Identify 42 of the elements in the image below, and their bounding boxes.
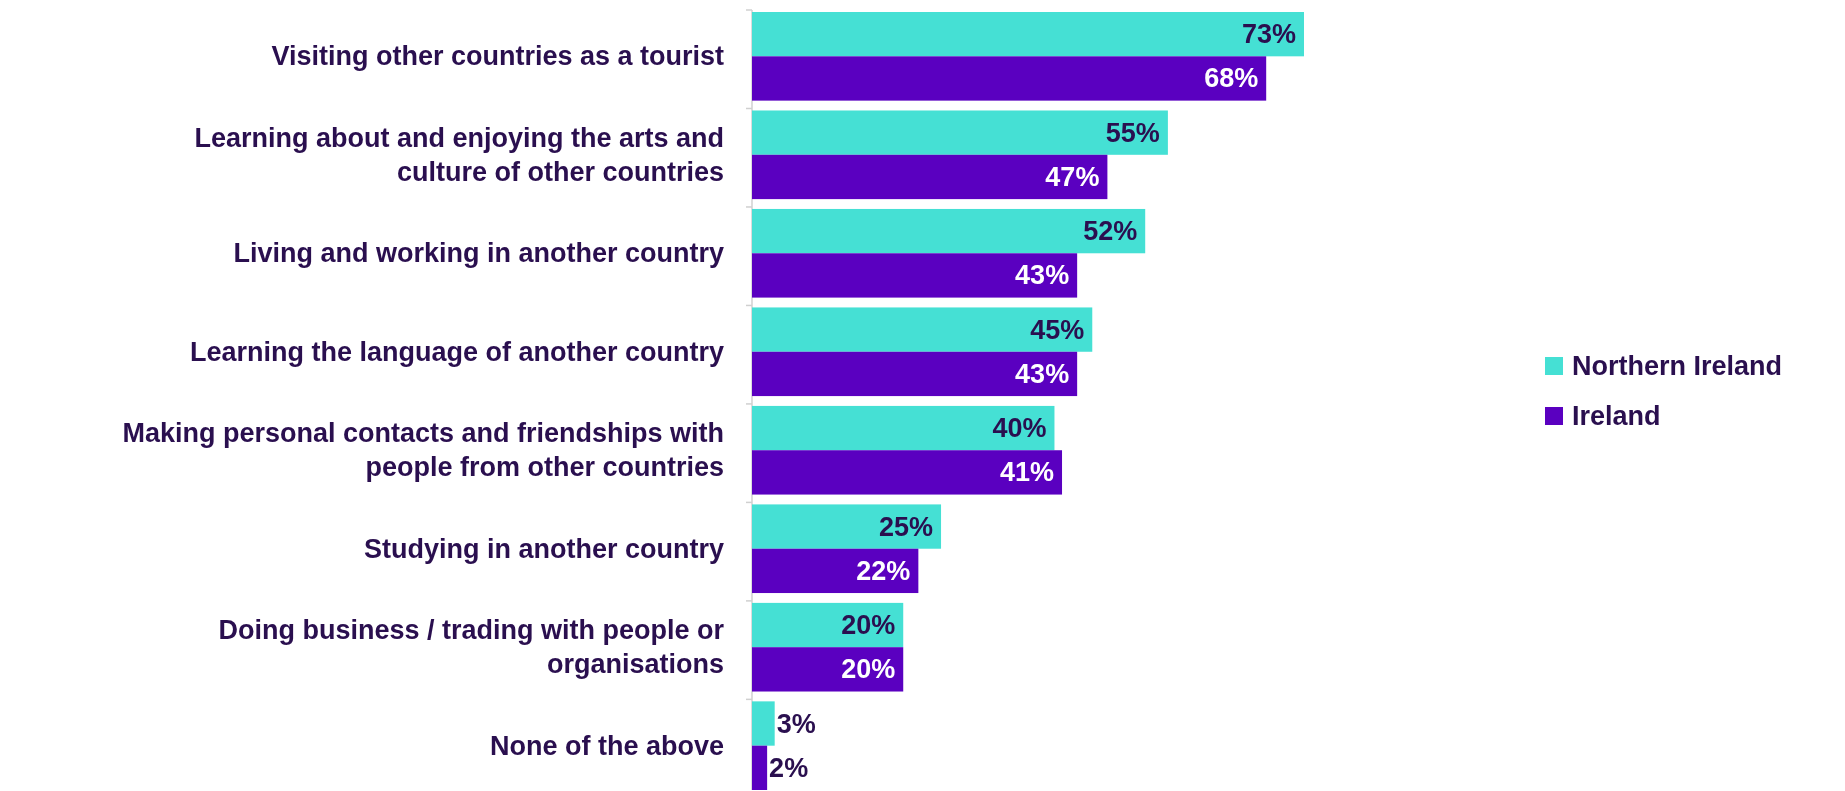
bar — [752, 307, 1093, 352]
data-label: 68% — [1204, 63, 1259, 94]
y-tick-label: Making personal contacts and friendships with people from other countries — [122, 418, 724, 483]
data-label: 20% — [841, 610, 896, 641]
bar — [752, 56, 1267, 101]
legend-label: Northern Ireland — [1572, 351, 1783, 381]
bar — [752, 647, 904, 692]
data-label: 47% — [1045, 161, 1100, 192]
data-label: 41% — [999, 457, 1055, 488]
data-label: 40% — [992, 413, 1047, 444]
y-tick-label: Doing business / trading with people or organisations — [218, 615, 725, 680]
bar — [752, 253, 1078, 298]
bar — [752, 154, 1108, 200]
bar — [752, 450, 1063, 495]
bar — [752, 351, 1078, 397]
bar — [752, 701, 775, 746]
bar — [752, 548, 919, 594]
bar — [752, 110, 1168, 155]
y-tick-label: Living and working in another country — [233, 238, 724, 269]
data-label: 73% — [1241, 19, 1296, 50]
y-tick-label: None of the above — [489, 730, 724, 761]
legend-label: Ireland — [1572, 401, 1661, 431]
data-label: 3% — [776, 708, 816, 739]
data-label: 20% — [841, 654, 896, 685]
y-tick-label: Visiting other countries as a tourist — [271, 41, 725, 72]
bar — [752, 12, 1304, 57]
data-label: 25% — [878, 511, 934, 542]
bar — [752, 504, 942, 549]
bar — [752, 602, 904, 648]
bar — [752, 208, 1146, 254]
data-label: 45% — [1030, 314, 1085, 345]
y-tick-label: Studying in another country — [363, 533, 724, 564]
bar — [752, 745, 768, 790]
data-label: 52% — [1083, 216, 1138, 247]
data-label: 43% — [1015, 260, 1070, 291]
data-label: 2% — [769, 752, 809, 783]
y-tick-label: Learning the language of another country — [189, 336, 724, 367]
bar — [752, 405, 1055, 451]
data-label: 43% — [1015, 358, 1070, 389]
y-tick-label: Learning about and enjoying the arts and culture of other countries — [194, 122, 724, 187]
data-label: 55% — [1105, 117, 1160, 148]
data-label: 22% — [856, 555, 911, 586]
